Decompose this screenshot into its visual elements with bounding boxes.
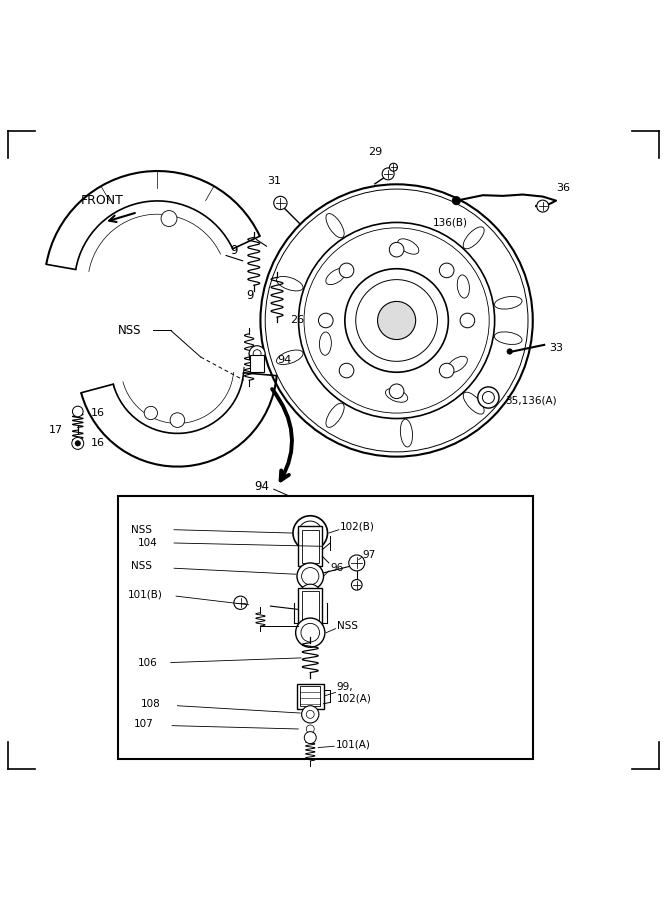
Text: 101(A): 101(A) (336, 739, 370, 750)
Circle shape (305, 527, 315, 538)
Text: 26: 26 (290, 316, 304, 326)
Circle shape (306, 725, 314, 733)
Text: 16: 16 (91, 409, 105, 419)
Text: NSS: NSS (117, 324, 141, 337)
Circle shape (390, 242, 404, 257)
Circle shape (144, 406, 157, 419)
Text: NSS: NSS (131, 562, 152, 572)
Circle shape (382, 168, 394, 180)
Bar (251, 355, 263, 372)
Text: 102(B): 102(B) (340, 521, 375, 531)
Bar (301, 590, 319, 626)
Circle shape (390, 384, 404, 399)
Bar (117, 497, 533, 759)
Circle shape (390, 163, 398, 171)
Text: 29: 29 (368, 147, 382, 157)
Circle shape (482, 392, 494, 403)
Circle shape (301, 706, 319, 723)
Circle shape (318, 313, 333, 328)
Text: 36: 36 (556, 184, 570, 194)
Bar (298, 526, 322, 566)
Bar (300, 687, 320, 707)
Circle shape (249, 346, 265, 362)
Text: FRONT: FRONT (81, 194, 124, 207)
Circle shape (170, 413, 185, 428)
Text: 104: 104 (137, 538, 157, 548)
Text: NSS: NSS (131, 525, 152, 535)
Bar (297, 684, 323, 709)
Text: 9: 9 (246, 290, 253, 302)
Text: 136(B): 136(B) (433, 218, 468, 228)
Text: 33: 33 (549, 343, 563, 353)
Circle shape (452, 197, 460, 204)
Text: 107: 107 (134, 719, 154, 729)
Circle shape (440, 263, 454, 278)
Circle shape (73, 406, 83, 417)
Circle shape (75, 441, 81, 446)
Circle shape (295, 618, 325, 647)
Circle shape (340, 263, 354, 278)
Circle shape (537, 200, 549, 212)
Text: 16: 16 (91, 438, 105, 448)
Text: 96: 96 (330, 563, 344, 573)
Text: 31: 31 (267, 176, 281, 186)
FancyArrowPatch shape (109, 213, 135, 222)
Bar (298, 589, 322, 629)
Circle shape (304, 589, 316, 601)
Circle shape (299, 584, 321, 606)
Text: 94: 94 (277, 356, 291, 365)
Text: NSS: NSS (337, 621, 358, 631)
Bar (301, 530, 319, 562)
Circle shape (378, 302, 416, 339)
Circle shape (253, 350, 261, 357)
Text: 108: 108 (141, 699, 161, 709)
Circle shape (352, 580, 362, 590)
Circle shape (234, 596, 247, 609)
Text: 106: 106 (137, 658, 157, 668)
Circle shape (460, 313, 475, 328)
Text: 94: 94 (253, 480, 269, 493)
Text: 101(B): 101(B) (127, 590, 163, 599)
Circle shape (306, 710, 314, 718)
Circle shape (478, 387, 499, 408)
Circle shape (72, 437, 84, 449)
Text: 99,
102(A): 99, 102(A) (337, 681, 372, 703)
Circle shape (349, 555, 365, 571)
Circle shape (301, 568, 319, 585)
Circle shape (301, 624, 319, 642)
Text: 9: 9 (231, 244, 238, 257)
Circle shape (507, 349, 512, 354)
Circle shape (293, 516, 327, 550)
Text: 97: 97 (362, 550, 376, 560)
Circle shape (304, 732, 316, 743)
Text: 35,136(A): 35,136(A) (505, 396, 557, 406)
Circle shape (297, 562, 323, 590)
Text: 17: 17 (49, 425, 63, 435)
Circle shape (340, 364, 354, 378)
Circle shape (298, 521, 322, 545)
Circle shape (440, 364, 454, 378)
Circle shape (161, 211, 177, 227)
Circle shape (273, 196, 287, 210)
